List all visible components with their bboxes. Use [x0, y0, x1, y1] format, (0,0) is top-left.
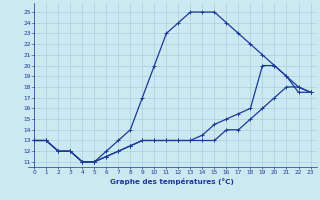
X-axis label: Graphe des températures (°C): Graphe des températures (°C) [110, 178, 234, 185]
